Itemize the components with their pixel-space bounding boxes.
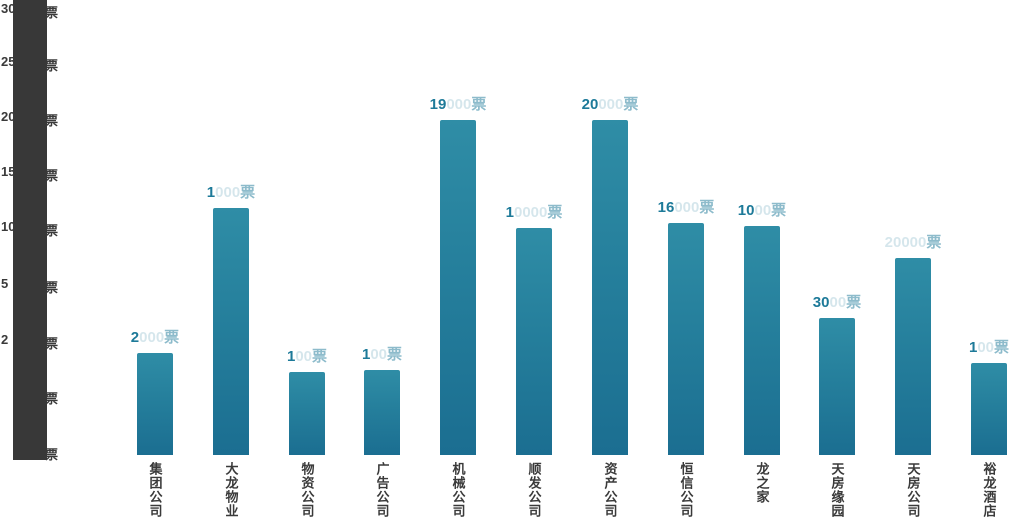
value-faded: 00 (295, 348, 313, 365)
y-axis-unit: 票 (45, 113, 59, 128)
value-faded: 000 (598, 96, 624, 113)
value-unit: 票 (623, 96, 639, 113)
value-faded: 000 (674, 199, 700, 216)
y-axis-label: 票 (0, 443, 60, 462)
value-unit: 票 (471, 96, 487, 113)
bar-jituangongsi[interactable] (137, 353, 173, 455)
bar-value-label: 20000票 (885, 234, 942, 252)
bar-guanggaogongsi[interactable] (364, 370, 400, 455)
bar-value-label: 100票 (287, 348, 327, 366)
y-axis-value: 5 (1, 276, 9, 291)
y-axis-unit: 票 (45, 223, 59, 238)
value-faded: 000 (139, 329, 165, 346)
bar-wuzigongsi[interactable] (289, 372, 325, 455)
value-unit: 票 (926, 234, 942, 251)
bar-jixiegongsi[interactable] (440, 120, 476, 455)
y-axis-value: 10 (1, 219, 16, 234)
bar-value-label: 100票 (969, 339, 1009, 357)
bar-longzhijia[interactable] (744, 226, 780, 455)
bar-tianfangyuanyuan[interactable] (819, 318, 855, 455)
category-label: 裕龙酒店 (981, 462, 997, 518)
value-faded: 20000 (884, 234, 927, 251)
bar-shunfagongsi[interactable] (516, 228, 552, 455)
y-axis-label: 25 票 (0, 54, 60, 73)
value-visible: 10 (737, 202, 755, 219)
category-label: 机械公司 (450, 462, 466, 518)
value-faded: 00 (977, 339, 995, 356)
value-unit: 票 (547, 204, 563, 221)
bar-value-label: 1000票 (738, 202, 786, 220)
category-label: 顺发公司 (526, 462, 542, 518)
value-visible: 16 (657, 199, 675, 216)
category-label: 龙之家 (754, 462, 770, 504)
value-unit: 票 (240, 184, 256, 201)
category-label: 天房缘园 (829, 462, 845, 518)
value-visible: 1 (206, 184, 216, 201)
y-axis-label: 30 票 (0, 1, 60, 20)
y-axis-label: 15 票 (0, 164, 60, 183)
value-faded: 00 (754, 202, 772, 219)
value-visible: 1 (505, 204, 514, 221)
bar-value-label: 20000票 (582, 96, 639, 114)
category-label: 资产公司 (602, 462, 618, 518)
category-label: 恒信公司 (678, 462, 694, 518)
y-axis-unit: 票 (45, 391, 59, 406)
bar-yulongjiudian[interactable] (971, 363, 1007, 455)
bar-value-label: 19000票 (430, 96, 487, 114)
y-axis-label: 票 (0, 387, 60, 406)
value-faded: 00 (370, 346, 388, 363)
value-unit: 票 (846, 294, 862, 311)
y-axis-value: 2 (1, 332, 9, 347)
y-axis-unit: 票 (45, 168, 59, 183)
value-faded: 000 (215, 184, 241, 201)
y-axis-unit: 票 (45, 280, 59, 295)
y-axis-value: 15 (1, 164, 16, 179)
bar-value-label: 3000票 (813, 294, 861, 312)
bar-value-label: 1000票 (207, 184, 255, 202)
y-axis-value: 25 (1, 54, 16, 69)
value-visible: 2 (130, 329, 140, 346)
value-unit: 票 (994, 339, 1010, 356)
bar-value-label: 16000票 (658, 199, 715, 217)
value-faded: 0000 (513, 204, 548, 221)
category-label: 集团公司 (147, 462, 163, 518)
y-axis-value: 20 (1, 109, 16, 124)
value-unit: 票 (387, 346, 403, 363)
value-visible: 1 (968, 339, 978, 356)
value-faded: 00 (829, 294, 847, 311)
value-visible: 1 (286, 348, 296, 365)
dark-overlay-bar (13, 0, 47, 460)
value-visible: 30 (812, 294, 830, 311)
y-axis-label: 20 票 (0, 109, 60, 128)
value-visible: 19 (429, 96, 447, 113)
value-unit: 票 (771, 202, 787, 219)
category-label: 天房公司 (905, 462, 921, 518)
bar-hengxingongsi[interactable] (668, 223, 704, 455)
value-unit: 票 (699, 199, 715, 216)
y-axis-unit: 票 (45, 447, 59, 462)
bar-zichangongsi[interactable] (592, 120, 628, 455)
y-axis-unit: 票 (45, 5, 59, 20)
bar-dalongwuye[interactable] (213, 208, 249, 455)
value-visible: 20 (581, 96, 599, 113)
bar-value-label: 2000票 (131, 329, 179, 347)
y-axis-unit: 票 (45, 336, 59, 351)
y-axis-unit: 票 (45, 58, 59, 73)
category-label: 物资公司 (299, 462, 315, 518)
bar-value-label: 100票 (362, 346, 402, 364)
y-axis-label: 10 票 (0, 219, 60, 238)
bar-tianfanggongsi[interactable] (895, 258, 931, 455)
bar-value-label: 10000票 (506, 204, 563, 222)
category-label: 大龙物业 (223, 462, 239, 518)
value-unit: 票 (164, 329, 180, 346)
category-label: 广告公司 (374, 462, 390, 518)
y-axis-value: 30 (1, 1, 16, 16)
value-unit: 票 (312, 348, 328, 365)
value-visible: 1 (361, 346, 371, 363)
value-faded: 000 (446, 96, 472, 113)
